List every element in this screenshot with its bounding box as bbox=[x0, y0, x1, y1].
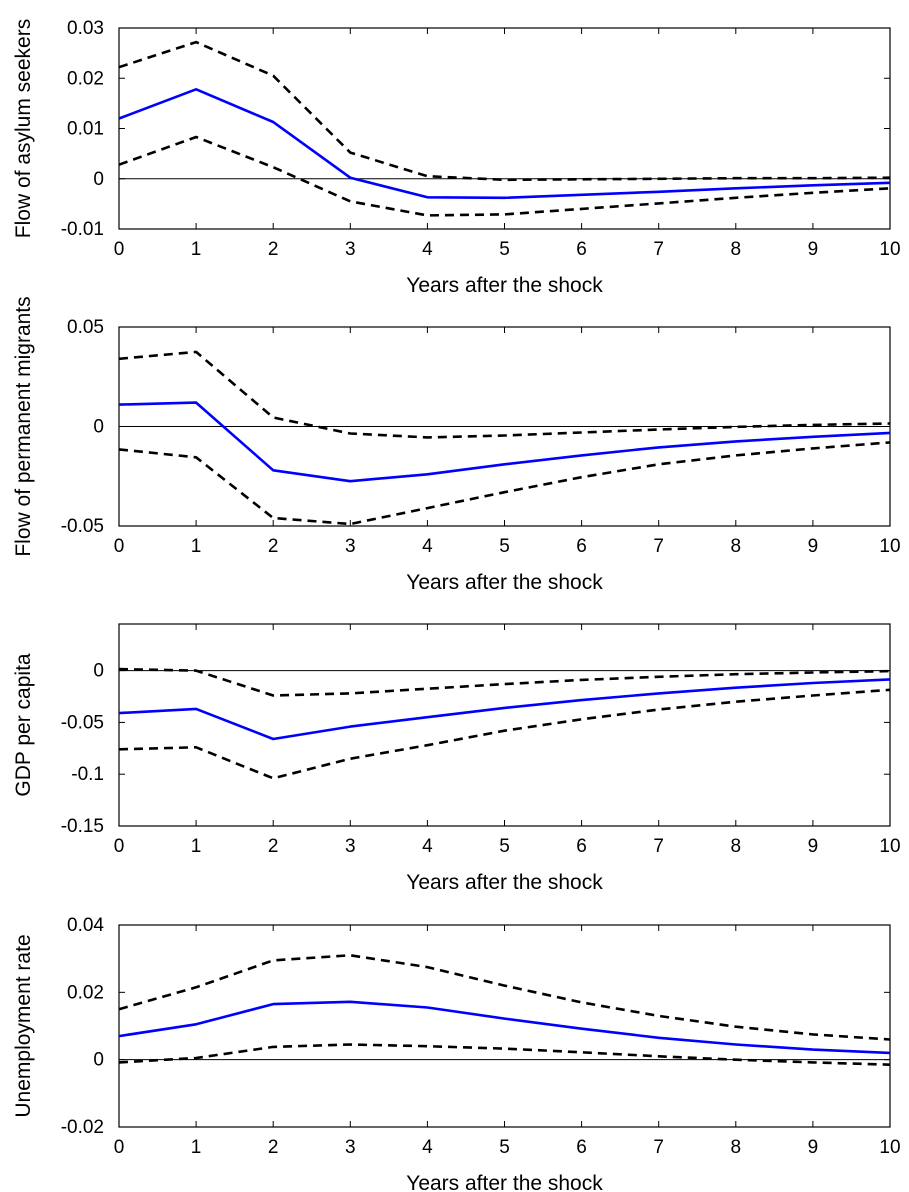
x-tick-label: 3 bbox=[345, 1137, 356, 1158]
x-tick-label: 1 bbox=[191, 536, 202, 557]
lower-confidence-band bbox=[118, 441, 891, 526]
x-tick-label: 0 bbox=[114, 836, 125, 857]
x-tick-label: 2 bbox=[268, 239, 279, 260]
panel-permanent-migrants: 0 1 2 3 4 5 6 7 8 9 10 -0.05 0 0.05 Years after the sh… bbox=[12, 296, 901, 594]
x-tick-label: 8 bbox=[731, 239, 742, 260]
upper-confidence-band bbox=[118, 40, 891, 182]
upper-confidence-band bbox=[118, 667, 891, 697]
x-tick-label: 9 bbox=[808, 536, 819, 557]
plot-area-frame bbox=[118, 924, 891, 1128]
x-tick-label: 1 bbox=[191, 1137, 202, 1158]
x-axis-label: Years after the shock bbox=[406, 571, 603, 594]
x-tick-label: 4 bbox=[422, 536, 433, 557]
x-tick-label: 6 bbox=[576, 239, 587, 260]
x-tick-label: 2 bbox=[268, 1137, 279, 1158]
x-tick-label: 9 bbox=[808, 239, 819, 260]
x-tick-label: 3 bbox=[345, 836, 356, 857]
x-tick-label: 5 bbox=[499, 239, 510, 260]
x-tick-label: 7 bbox=[653, 836, 664, 857]
y-axis-label: GDP per capita bbox=[12, 653, 35, 797]
point-estimate-line bbox=[118, 1000, 891, 1055]
x-tick-label: 0 bbox=[114, 1137, 125, 1158]
x-tick-label: 8 bbox=[731, 1137, 742, 1158]
x-tick-label: 1 bbox=[191, 239, 202, 260]
x-tick-label: 5 bbox=[499, 836, 510, 857]
y-tick-label: -0.05 bbox=[61, 712, 104, 733]
x-tick-label: 6 bbox=[576, 536, 587, 557]
y-tick-label: 0.05 bbox=[67, 317, 104, 338]
y-tick-label: -0.02 bbox=[61, 1117, 104, 1138]
y-axis-label: Flow of permanent migrants bbox=[12, 296, 35, 556]
x-tick-label: 3 bbox=[345, 536, 356, 557]
y-tick-label: 0.04 bbox=[67, 915, 104, 936]
x-tick-label: 2 bbox=[268, 536, 279, 557]
point-estimate-line bbox=[118, 88, 891, 200]
x-tick-label: 7 bbox=[653, 536, 664, 557]
upper-confidence-band bbox=[118, 350, 891, 439]
x-tick-label: 10 bbox=[879, 1137, 900, 1158]
x-tick-label: 4 bbox=[422, 1137, 433, 1158]
upper-confidence-band bbox=[118, 953, 891, 1041]
x-tick-label: 9 bbox=[808, 1137, 819, 1158]
x-tick-label: 9 bbox=[808, 836, 819, 857]
y-tick-label: 0 bbox=[93, 661, 104, 682]
lower-confidence-band bbox=[118, 688, 891, 780]
x-tick-label: 4 bbox=[422, 239, 433, 260]
x-tick-label: 5 bbox=[499, 1137, 510, 1158]
x-tick-label: 4 bbox=[422, 836, 433, 857]
x-tick-label: 1 bbox=[191, 836, 202, 857]
lower-confidence-band bbox=[118, 135, 891, 217]
x-tick-label: 8 bbox=[731, 836, 742, 857]
x-tick-label: 6 bbox=[576, 1137, 587, 1158]
x-tick-label: 10 bbox=[879, 239, 900, 260]
x-tick-label: 6 bbox=[576, 836, 587, 857]
y-tick-label: -0.1 bbox=[71, 764, 104, 785]
y-tick-label: -0.01 bbox=[61, 219, 104, 240]
y-tick-label: 0.02 bbox=[67, 982, 104, 1003]
x-tick-label: 7 bbox=[653, 239, 664, 260]
x-tick-label: 2 bbox=[268, 836, 279, 857]
y-tick-label: 0.02 bbox=[67, 68, 104, 89]
x-tick-label: 10 bbox=[879, 536, 900, 557]
y-tick-label: -0.05 bbox=[61, 516, 104, 537]
x-axis-label: Years after the shock bbox=[406, 1172, 603, 1192]
x-axis-label: Years after the shock bbox=[406, 871, 603, 894]
x-tick-label: 0 bbox=[114, 536, 125, 557]
x-tick-label: 5 bbox=[499, 536, 510, 557]
y-tick-label: 0.03 bbox=[67, 18, 104, 39]
x-tick-label: 10 bbox=[879, 836, 900, 857]
y-tick-label: -0.15 bbox=[61, 816, 104, 837]
x-tick-label: 3 bbox=[345, 239, 356, 260]
x-tick-label: 8 bbox=[731, 536, 742, 557]
panel-gdp-per-capita: 0 1 2 3 4 5 6 7 8 9 10 -0.15 -0.1 -0.05 0 Years after t… bbox=[12, 623, 901, 894]
panel-asylum-seekers: 0 1 2 3 4 5 6 7 8 9 10 -0.01 0 0.01 0.02 0.03 Years afte… bbox=[12, 18, 901, 297]
point-estimate-line bbox=[118, 678, 891, 741]
y-axis-label: Unemployment rate bbox=[12, 934, 35, 1117]
point-estimate-line bbox=[118, 401, 891, 483]
y-axis-label: Flow of asylum seekers bbox=[12, 19, 35, 238]
y-tick-label: 0 bbox=[93, 169, 104, 190]
x-tick-label: 7 bbox=[653, 1137, 664, 1158]
x-axis-label: Years after the shock bbox=[406, 274, 603, 297]
y-tick-label: 0 bbox=[93, 1050, 104, 1071]
x-tick-label: 0 bbox=[114, 239, 125, 260]
y-tick-label: 0 bbox=[93, 417, 104, 438]
panel-unemployment-rate: 0 1 2 3 4 5 6 7 8 9 10 -0.02 0 0.02 0.04 Years after th… bbox=[12, 915, 901, 1192]
y-tick-label: 0.01 bbox=[67, 119, 104, 140]
